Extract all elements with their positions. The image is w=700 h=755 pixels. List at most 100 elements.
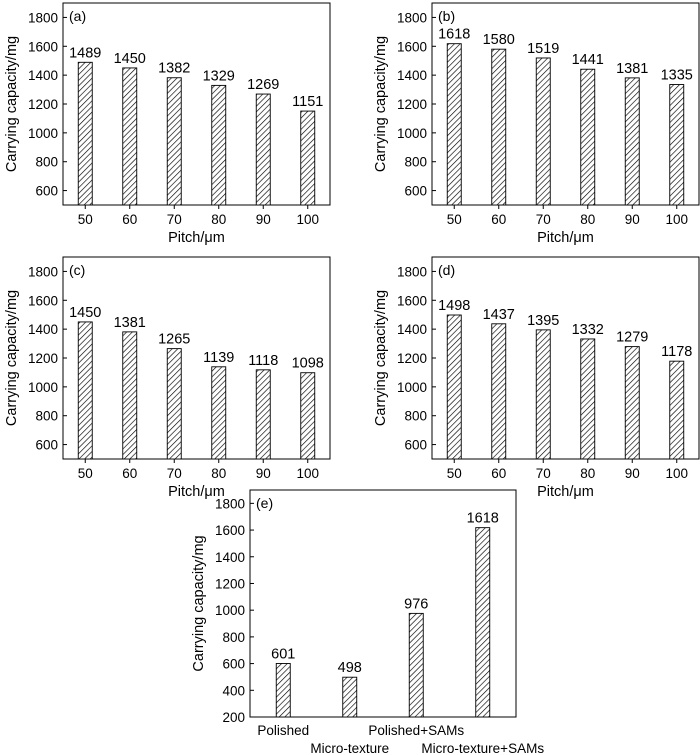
y-tick-label: 600 (35, 438, 58, 453)
y-tick-label: 800 (35, 155, 58, 170)
y-tick-label: 600 (404, 438, 427, 453)
chart-panel-3: 600 800 1000 1200 1400 1600 1800 1450 50 1381 60 12… (4, 256, 331, 500)
bar (580, 338, 596, 460)
bar (211, 366, 227, 460)
bar (211, 84, 227, 206)
data-label: 1265 (158, 332, 190, 348)
data-label: 976 (404, 596, 428, 612)
bar (166, 348, 182, 460)
y-tick-label: 400 (222, 683, 245, 698)
y-tick-label: 1200 (28, 97, 58, 112)
data-label: 1395 (527, 313, 559, 329)
bar (669, 84, 685, 206)
y-tick-label: 1600 (28, 39, 58, 54)
y-tick-label: 1200 (397, 97, 427, 112)
y-tick-label: 800 (404, 409, 427, 424)
plot-frame (431, 2, 700, 206)
data-label: 498 (338, 660, 362, 676)
plot-frame (431, 256, 700, 460)
x-tick-label: 50 (78, 466, 93, 481)
x-tick-label: 80 (580, 466, 595, 481)
y-tick-label: 1800 (397, 264, 427, 279)
y-tick-label: 1000 (397, 126, 427, 141)
data-label: 1178 (661, 344, 692, 360)
bar (122, 67, 138, 206)
chart-panel-1: 600 800 1000 1200 1400 1600 1800 1489 50 1450 60 13… (4, 2, 331, 246)
bar (122, 331, 138, 460)
x-tick-label: 90 (256, 466, 271, 481)
bar (255, 369, 271, 460)
data-label: 1332 (572, 322, 604, 338)
x-tick-label: 50 (78, 212, 93, 227)
y-tick-label: 1800 (215, 496, 245, 511)
x-tick-label: 90 (625, 466, 640, 481)
y-axis-title: Carrying capacity/mg (373, 36, 389, 172)
y-tick-label: 1200 (215, 576, 245, 591)
x-tick-label: 60 (491, 212, 506, 227)
y-tick-label: 1200 (28, 351, 58, 366)
x-tick-label: Polished+SAMs (368, 723, 464, 738)
bar (446, 314, 462, 460)
y-tick-label: 1400 (28, 322, 58, 337)
x-tick-label: 70 (167, 212, 182, 227)
y-tick-label: 1800 (28, 264, 58, 279)
bar (77, 321, 93, 460)
bar (475, 527, 491, 718)
data-label: 1519 (527, 41, 559, 57)
bar (300, 110, 316, 206)
y-tick-label: 1800 (397, 10, 427, 25)
y-tick-label: 1000 (28, 126, 58, 141)
x-tick-label: 60 (491, 466, 506, 481)
x-tick-label: 100 (665, 212, 688, 227)
y-tick-label: 1400 (397, 322, 427, 337)
y-axis-title: Carrying capacity/mg (4, 36, 20, 172)
x-tick-label: 70 (536, 212, 551, 227)
bar (77, 61, 93, 206)
bar (580, 68, 596, 206)
y-tick-label: 1400 (397, 68, 427, 83)
data-label: 1381 (616, 61, 648, 77)
bar (624, 346, 640, 460)
bar (624, 77, 640, 206)
panel-label: (b) (438, 8, 455, 24)
y-tick-label: 1000 (397, 380, 427, 395)
y-tick-label: 1200 (397, 351, 427, 366)
y-tick-label: 1800 (28, 10, 58, 25)
x-tick-label: 80 (211, 212, 226, 227)
x-tick-label: 100 (296, 212, 319, 227)
x-tick-label: Polished (257, 723, 309, 738)
y-tick-label: 600 (404, 184, 427, 199)
x-tick-label: 90 (625, 212, 640, 227)
y-tick-label: 1600 (397, 39, 427, 54)
chart-panel-5: 200 400 600 800 1000 1200 1400 1600 1800 601 Polis… (191, 489, 544, 755)
y-tick-label: 1600 (397, 293, 427, 308)
y-tick-label: 600 (222, 657, 245, 672)
plot-frame (62, 256, 331, 460)
data-label: 1335 (661, 68, 693, 84)
data-label: 1151 (292, 94, 323, 110)
y-tick-label: 1600 (215, 523, 245, 538)
x-axis-title: Pitch/μm (537, 484, 594, 500)
x-tick-label: 50 (447, 212, 462, 227)
bar (342, 676, 358, 718)
bar (255, 93, 271, 206)
x-tick-label: 100 (296, 466, 319, 481)
x-axis-title: Pitch/μm (168, 484, 225, 500)
chart-panel-4: 600 800 1000 1200 1400 1600 1800 1498 50 1437 60 13… (373, 256, 700, 500)
data-label: 1450 (114, 51, 146, 67)
x-tick-label: Micro-texture+SAMs (421, 741, 544, 755)
plot-frame (62, 2, 331, 206)
y-tick-label: 800 (404, 155, 427, 170)
data-label: 601 (271, 646, 295, 662)
y-axis-title: Carrying capacity/mg (4, 290, 20, 426)
data-label: 1489 (69, 45, 101, 61)
bar (491, 48, 507, 206)
bar (535, 329, 551, 460)
x-tick-label: 80 (580, 212, 595, 227)
data-label: 1580 (483, 32, 515, 48)
y-tick-label: 1400 (28, 68, 58, 83)
x-tick-label: 70 (167, 466, 182, 481)
x-axis-title: Pitch/μm (168, 230, 225, 246)
data-label: 1279 (616, 330, 648, 346)
data-label: 1269 (247, 77, 279, 93)
